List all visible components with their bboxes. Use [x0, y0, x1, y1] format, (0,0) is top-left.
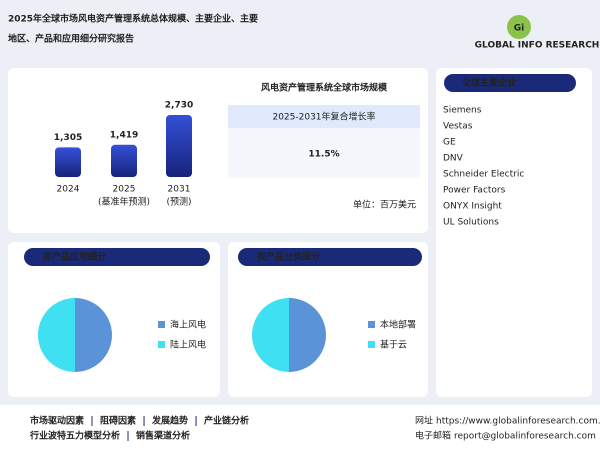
company-item: UL Solutions — [443, 218, 499, 228]
pie-slice — [252, 298, 289, 372]
section-title: 按产品应用细分 — [43, 251, 106, 263]
footer-link[interactable]: 阻碍因素 — [100, 415, 136, 427]
section-pill — [238, 248, 422, 266]
logo-text: GLOBAL INFO RESEARCH — [475, 41, 600, 51]
company-item: DNV — [443, 154, 464, 164]
cagr-value: 11.5% — [308, 150, 339, 160]
legend-label: 陆上风电 — [170, 339, 206, 351]
footer-link[interactable]: 发展趋势 — [151, 415, 188, 427]
contact-value: https://www.globalinforesearch.com.cn — [436, 417, 600, 427]
summary-title: 风电资产管理系统全球市场规模 — [261, 82, 388, 94]
contact-label: 电子邮箱 — [415, 430, 451, 442]
value-label: 1,305 — [54, 133, 82, 143]
section-title: 按产品分类细分 — [257, 251, 320, 263]
footer-link[interactable]: 产业链分析 — [204, 415, 249, 427]
value-label: 2,730 — [165, 101, 193, 111]
value-label: 1,419 — [110, 130, 138, 140]
x-tick-sublabel: (预测) — [166, 197, 191, 208]
bar — [55, 147, 81, 177]
legend-swatch — [158, 321, 165, 328]
section-pill — [24, 248, 210, 266]
section-pill — [444, 74, 576, 92]
company-item: Siemens — [443, 106, 482, 116]
legend-label: 海上风电 — [170, 319, 206, 331]
legend-swatch — [368, 321, 375, 328]
section-title: 全球主要企业 — [461, 77, 516, 89]
legend-swatch — [368, 341, 375, 348]
unit-label: 单位：百万美元 — [353, 199, 416, 211]
x-tick-label: 2024 — [57, 185, 80, 195]
bar — [166, 115, 192, 177]
pie-slice — [289, 298, 326, 372]
x-tick-sublabel: (基准年预测) — [98, 196, 150, 208]
contact-label: 网址 — [415, 415, 433, 427]
x-tick-label: 2025 — [113, 185, 136, 195]
company-item: Vestas — [443, 122, 473, 132]
company-item: ONYX Insight — [443, 202, 502, 212]
footer-link[interactable]: 销售渠道分析 — [136, 430, 190, 442]
cagr-label: 2025-2031年复合增长率 — [272, 111, 375, 123]
legend-label: 基于云 — [380, 339, 407, 351]
legend-label: 本地部署 — [380, 319, 416, 331]
bar — [111, 144, 137, 177]
footer-link[interactable]: 行业波特五力模型分析 — [29, 430, 120, 442]
page-title: 2025年全球市场风电资产管理系统总体规模、主要企业、主要 — [8, 13, 258, 25]
legend-swatch — [158, 341, 165, 348]
page-title: 地区、产品和应用细分研究报告 — [8, 33, 134, 45]
x-tick-label: 2031 — [168, 185, 191, 195]
company-item: GE — [443, 138, 456, 148]
company-item: Power Factors — [443, 186, 506, 196]
logo-mark: Gi — [514, 24, 524, 34]
cagr-box — [228, 105, 420, 128]
cagr-value-box — [228, 128, 420, 178]
pie-slice — [38, 298, 75, 372]
panel — [436, 68, 592, 397]
contact-value: report@globalinforesearch.com — [454, 432, 596, 442]
company-item: Schneider Electric — [443, 170, 524, 180]
footer-bg — [0, 405, 600, 466]
footer-link[interactable]: 市场驱动因素 — [30, 415, 84, 427]
pie-slice — [75, 298, 112, 372]
logo-icon — [507, 15, 531, 39]
